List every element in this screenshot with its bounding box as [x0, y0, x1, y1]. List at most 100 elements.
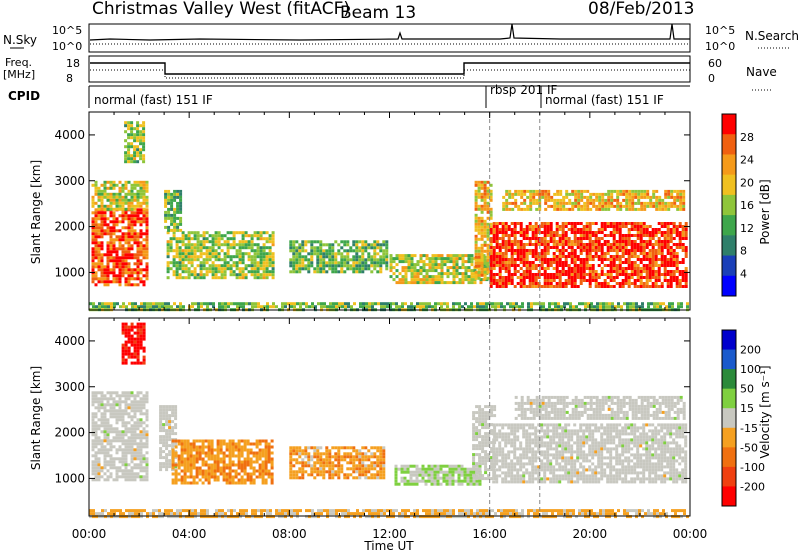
velocity-cell [142, 433, 146, 437]
power-cell [583, 201, 587, 205]
velocity-cell [213, 466, 217, 470]
velocity-cell [124, 460, 128, 464]
power-cell [610, 189, 614, 193]
velocity-cell [183, 457, 187, 461]
velocity-cell [246, 439, 250, 443]
power-cell [594, 237, 598, 240]
velocity-cell [204, 445, 208, 449]
power-cell [238, 243, 242, 247]
power-cell [543, 276, 547, 279]
power-cell [199, 246, 203, 250]
power-cell [498, 276, 502, 279]
velocity-cell [162, 438, 166, 442]
power-cell [582, 270, 586, 273]
power-cell [244, 273, 248, 277]
power-cell [495, 222, 499, 225]
velocity-cell [192, 445, 196, 449]
velocity-cell [94, 391, 98, 395]
power-cell [106, 244, 110, 248]
velocity-cell [198, 472, 202, 476]
power-cell [573, 228, 577, 231]
power-cell [361, 261, 365, 265]
power-cell [422, 266, 426, 270]
power-cell [133, 180, 137, 184]
power-cell [136, 232, 140, 236]
velocity-cell [91, 400, 95, 404]
power-cell [543, 267, 547, 270]
power-cell [112, 247, 116, 251]
power-cell [139, 183, 143, 187]
power-cell [211, 234, 215, 238]
power-cell [558, 255, 562, 258]
power-cell [118, 214, 122, 218]
power-cell [598, 195, 602, 199]
velocity-cell [139, 463, 143, 467]
velocity-cell [264, 466, 268, 470]
velocity-cell [112, 445, 116, 449]
power-cell [513, 252, 517, 255]
power-cell [127, 262, 131, 266]
power-cell [217, 231, 221, 235]
velocity-cell [177, 466, 181, 470]
power-cell [172, 234, 176, 238]
velocity-cell [130, 400, 134, 404]
power-cell [130, 211, 134, 215]
power-cell [507, 273, 511, 276]
power-cell [118, 283, 122, 287]
freq-strip-frame [88, 55, 691, 83]
velocity-cell [97, 439, 101, 443]
power-cell [642, 240, 646, 243]
power-cell [681, 237, 685, 240]
velocity-cell [109, 391, 113, 395]
power-cell [268, 273, 272, 277]
power-region-2 [124, 121, 146, 164]
power-cell [422, 302, 425, 306]
power-cell [577, 204, 581, 208]
power-cell [624, 258, 628, 261]
velocity-cell [219, 469, 223, 473]
velocity-cell [121, 454, 125, 458]
velocity-cell [289, 470, 293, 474]
velocity-cell [103, 460, 107, 464]
power-cell [672, 255, 676, 258]
power-cell [625, 195, 629, 199]
power-cell [136, 274, 140, 278]
power-cell [675, 225, 679, 228]
velocity-cell [246, 460, 250, 464]
power-cell [112, 262, 116, 266]
power-cell [600, 285, 604, 288]
power-cell [489, 249, 493, 253]
power-cell [425, 275, 429, 279]
velocity-cell [258, 472, 262, 476]
velocity-cell [121, 439, 125, 443]
power-cell [648, 261, 652, 264]
power-cell [152, 305, 155, 309]
power-cell [678, 240, 682, 243]
power-cell [495, 240, 499, 243]
velocity-cell [142, 349, 146, 353]
velocity-cell [171, 451, 175, 455]
power-cell [145, 183, 149, 187]
power-cell [106, 195, 110, 199]
power-cell [513, 258, 517, 261]
power-cell [642, 267, 646, 270]
power-cell [630, 252, 634, 255]
power-cell [641, 302, 644, 306]
power-cell [486, 204, 490, 208]
velocity-cell [243, 463, 247, 467]
velocity-cell [133, 346, 137, 350]
power-cell [668, 305, 671, 309]
power-cell [455, 302, 458, 306]
power-cell [573, 231, 577, 234]
power-cell [130, 247, 134, 251]
power-cell [112, 201, 116, 205]
power-cell [495, 264, 499, 267]
velocity-cell [103, 463, 107, 467]
velocity-cell [231, 448, 235, 452]
power-cell [452, 302, 455, 306]
power-cell [136, 250, 140, 254]
power-cell [181, 234, 185, 238]
power-cell [178, 255, 182, 259]
power-cell [241, 276, 245, 280]
power-cell [367, 252, 371, 256]
